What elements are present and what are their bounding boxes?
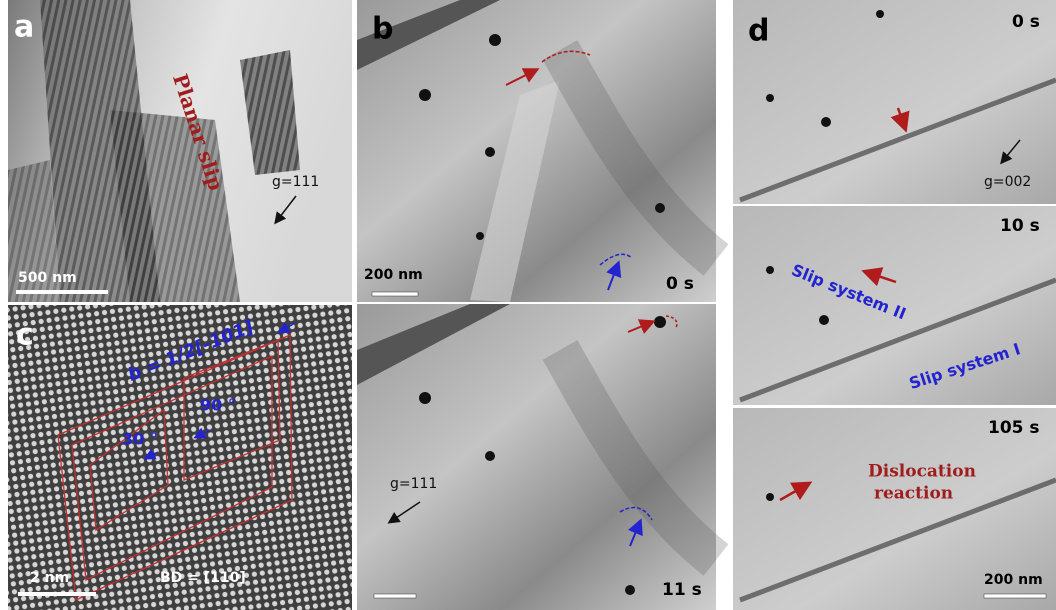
panel-b-top: b 200 nm 0 s <box>357 0 716 302</box>
annotation: 90 ° <box>200 396 236 415</box>
time-label: 105 s <box>988 418 1040 438</box>
time-label: 10 s <box>1000 216 1040 236</box>
g-vector: g=111 <box>390 476 437 492</box>
panel-c: c b = 1/2[-101] 90 ° 30 ° 2 nm BD = [110… <box>8 305 352 610</box>
time-label: 0 s <box>1012 12 1040 32</box>
annotation: BD = [110] <box>160 570 246 586</box>
annotation: Dislocation <box>868 462 976 482</box>
panel-d: d 0 s g=002 10 s Slip system II Slip sys… <box>733 0 1056 610</box>
g-vector: g=111 <box>272 174 319 190</box>
time-label: 11 s <box>662 580 702 600</box>
panel-label: b <box>372 12 393 47</box>
g-vector: g=002 <box>984 174 1031 190</box>
scale-bar-label: 200 nm <box>984 572 1043 588</box>
annotation: 30 ° <box>122 430 158 449</box>
annotation: reaction <box>874 484 953 504</box>
scale-bar-label: 500 nm <box>18 270 77 286</box>
panel-a: a Planar slip g=111 500 nm <box>8 0 352 302</box>
panel-label: c <box>16 318 34 353</box>
panel-label: d <box>748 14 769 49</box>
scale-bar-label: 2 nm <box>30 570 69 586</box>
scale-bar-label: 200 nm <box>364 267 423 283</box>
panel-label: a <box>14 10 34 45</box>
figure: a Planar slip g=111 500 nm c b = 1/2[-10… <box>0 0 1056 610</box>
panel-b-bottom: g=111 11 s <box>357 304 716 610</box>
time-label: 0 s <box>666 274 694 294</box>
